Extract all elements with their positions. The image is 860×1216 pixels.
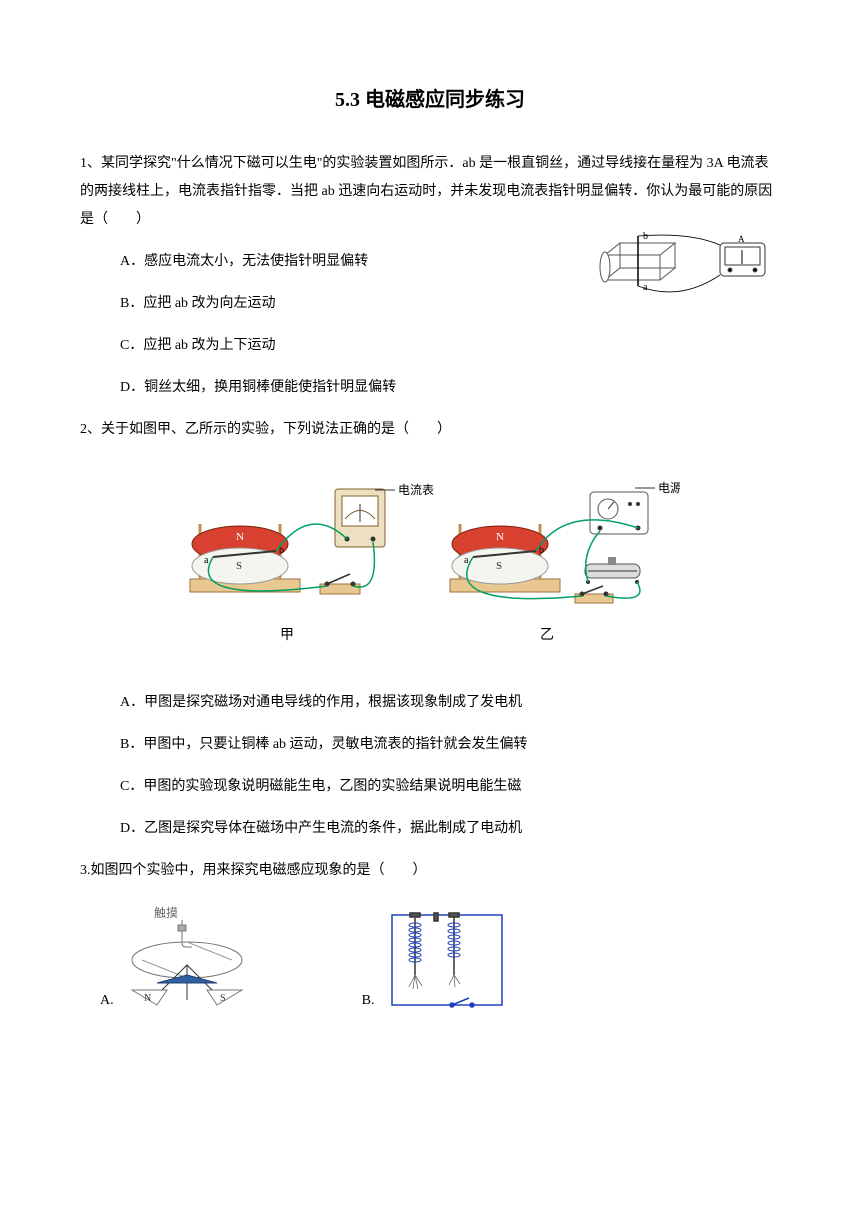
q1-figure: b a A — [590, 230, 780, 315]
svg-text:N: N — [496, 531, 504, 543]
q2-stem: 2、关于如图甲、乙所示的实验，下列说法正确的是（ ） — [80, 416, 780, 444]
svg-text:甲: 甲 — [280, 628, 294, 643]
question-2: 2、关于如图甲、乙所示的实验，下列说法正确的是（ ） N S a b — [80, 416, 780, 843]
svg-text:电流表: 电流表 — [398, 483, 434, 497]
svg-text:乙: 乙 — [540, 627, 554, 643]
svg-text:S: S — [220, 993, 226, 1004]
q3-label-a: A. — [100, 987, 114, 1015]
q3-option-b: B. — [362, 905, 513, 1015]
q3-figure-b-svg — [382, 905, 512, 1015]
svg-text:a: a — [643, 282, 648, 293]
q2-option-b: B．甲图中，只要让铜棒 ab 运动，灵敏电流表的指针就会发生偏转 — [120, 731, 780, 759]
q2-option-d: D．乙图是探究导体在磁场中产生电流的条件，据此制成了电动机 — [120, 815, 780, 843]
q3-figures: A. 触摸 N S B. — [80, 905, 780, 1015]
svg-text:S: S — [496, 560, 502, 572]
svg-text:S: S — [236, 560, 242, 572]
svg-text:N: N — [236, 531, 244, 543]
q3-stem: 3.如图四个实验中，用来探究电磁感应现象的是（ ） — [80, 857, 780, 885]
q2-options: A．甲图是探究磁场对通电导线的作用，根据该现象制成了发电机 B．甲图中，只要让铜… — [80, 689, 780, 843]
q3-label-b: B. — [362, 987, 375, 1015]
question-1: 1、某同学探究"什么情况下磁可以生电"的实验装置如图所示．ab 是一根直铜丝，通… — [80, 150, 780, 402]
q1-option-c: C．应把 ab 改为上下运动 — [120, 332, 780, 360]
svg-text:a: a — [204, 555, 209, 566]
q2-option-c: C．甲图的实验现象说明磁能生电，乙图的实验结果说明电能生磁 — [120, 773, 780, 801]
q2-figure: N S a b 电流表 — [80, 464, 780, 675]
svg-text:N: N — [144, 993, 151, 1004]
question-3: 3.如图四个实验中，用来探究电磁感应现象的是（ ） A. 触摸 N S — [80, 857, 780, 1015]
svg-text:b: b — [643, 231, 648, 242]
q2-diagram-svg: N S a b 电流表 — [180, 464, 680, 664]
q1-stem: 1、某同学探究"什么情况下磁可以生电"的实验装置如图所示．ab 是一根直铜丝，通… — [80, 150, 780, 234]
q1-option-d: D．铜丝太细，换用铜棒便能使指针明显偏转 — [120, 374, 780, 402]
svg-text:触摸: 触摸 — [154, 906, 178, 920]
svg-text:A: A — [738, 234, 745, 244]
q2-option-a: A．甲图是探究磁场对通电导线的作用，根据该现象制成了发电机 — [120, 689, 780, 717]
q1-diagram-svg: b a A — [590, 230, 780, 315]
q3-figure-a-svg: 触摸 N S — [122, 905, 252, 1015]
page-title: 5.3 电磁感应同步练习 — [80, 80, 780, 120]
svg-text:a: a — [464, 555, 469, 566]
q3-option-a: A. 触摸 N S — [100, 905, 252, 1015]
svg-text:电源: 电源 — [658, 481, 680, 495]
